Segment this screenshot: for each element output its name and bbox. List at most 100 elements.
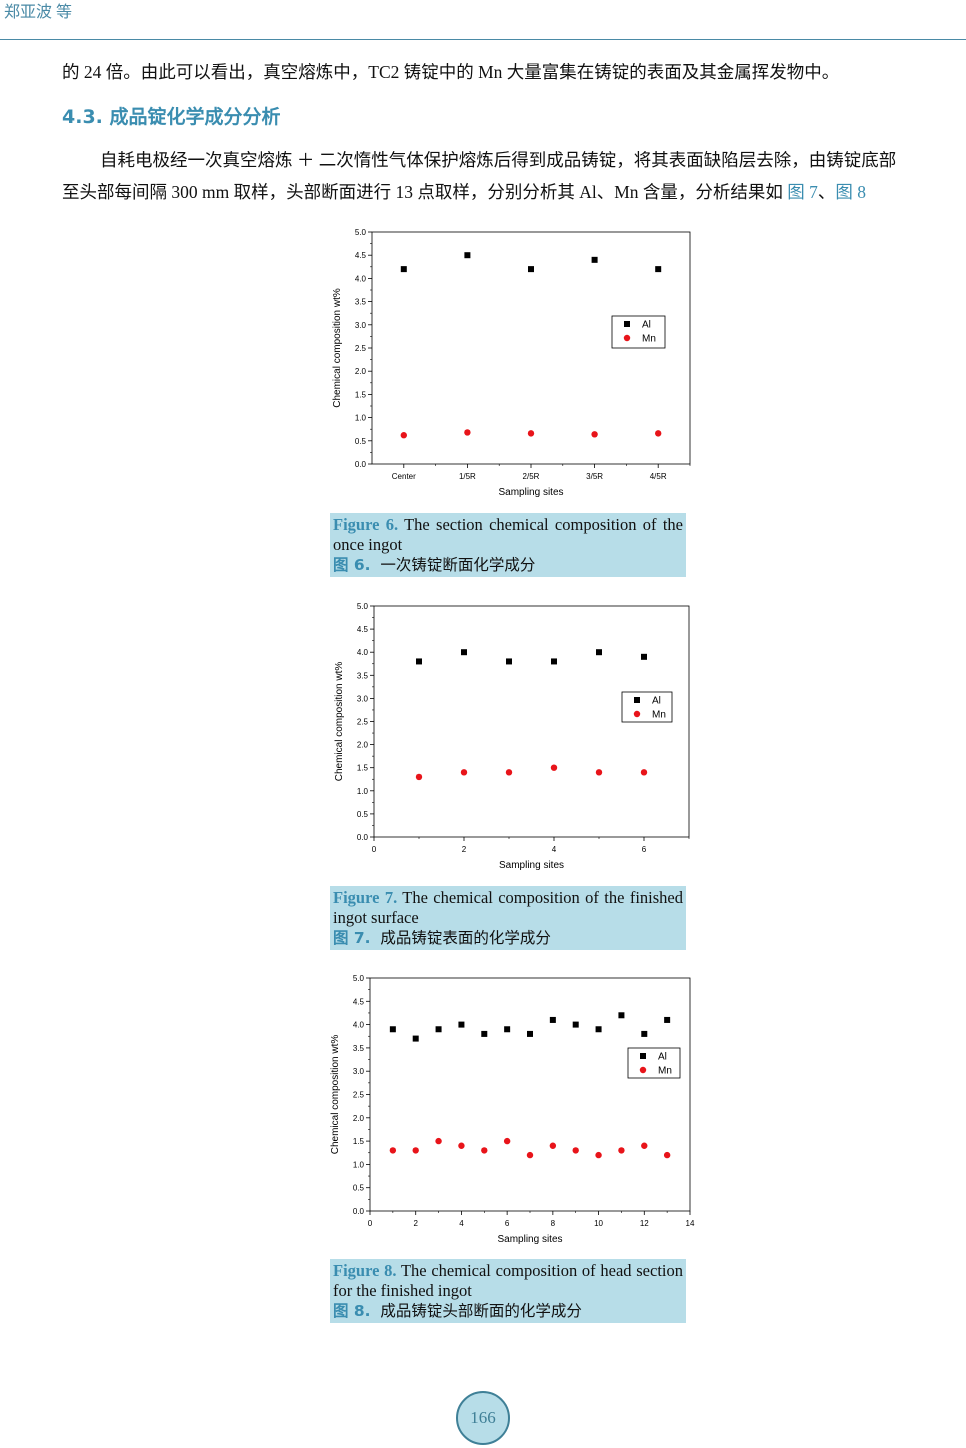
data-point-mn bbox=[595, 769, 603, 776]
y-tick-label: 0.5 bbox=[357, 810, 369, 819]
data-point-mn bbox=[412, 1147, 419, 1154]
data-point-mn bbox=[663, 1151, 671, 1159]
data-point-al bbox=[481, 1030, 488, 1037]
x-tick-label: 2 bbox=[413, 1219, 418, 1228]
figure-8-link[interactable]: 图 8 bbox=[835, 182, 867, 202]
data-point-mn bbox=[595, 1151, 602, 1159]
y-tick-label: 1.5 bbox=[357, 764, 369, 773]
data-point-mn bbox=[458, 1142, 465, 1149]
data-point-al bbox=[572, 1021, 579, 1028]
y-tick-label: 2.5 bbox=[353, 1091, 365, 1100]
data-point-mn bbox=[481, 1147, 488, 1154]
legend-marker-al bbox=[640, 1053, 646, 1059]
y-tick-label: 2.5 bbox=[355, 344, 367, 353]
data-point-al bbox=[618, 1012, 625, 1019]
y-tick-label: 4.0 bbox=[353, 1021, 365, 1030]
data-point-al bbox=[412, 1035, 419, 1042]
data-point-al bbox=[664, 1016, 671, 1023]
legend-marker-mn bbox=[623, 334, 631, 342]
y-tick-label: 1.0 bbox=[355, 414, 367, 423]
caption-label: Figure 8. bbox=[333, 1261, 397, 1280]
x-tick-label: 4/5R bbox=[650, 472, 667, 481]
x-tick-label: 6 bbox=[505, 1219, 510, 1228]
figure-8-caption: Figure 8. The chemical composition of he… bbox=[330, 1259, 686, 1323]
data-point-mn bbox=[655, 430, 662, 437]
caption-en: Figure 8. The chemical composition of he… bbox=[333, 1261, 683, 1301]
legend-label-al: Al bbox=[642, 320, 651, 331]
y-tick-label: 2.5 bbox=[357, 718, 369, 727]
caption-label-zh: 图 8. bbox=[333, 1302, 371, 1320]
caption-zh: 图 8. 成品铸锭头部断面的化学成分 bbox=[333, 1301, 683, 1321]
paragraph-line: 自耗电极经一次真空熔炼 ＋ 二次惰性气体保护熔炼后得到成品铸锭，将其表面缺陷层去… bbox=[100, 150, 897, 170]
caption-text-zh: 一次铸锭断面化学成分 bbox=[370, 556, 536, 574]
x-tick-label: 0 bbox=[368, 1219, 373, 1228]
y-tick-label: 4.0 bbox=[355, 274, 367, 283]
data-point-mn bbox=[549, 1142, 557, 1149]
data-point-al bbox=[549, 1016, 556, 1023]
y-tick-label: 4.5 bbox=[353, 997, 365, 1006]
data-point-al bbox=[506, 658, 512, 665]
figure-6-caption: Figure 6. The section chemical compositi… bbox=[330, 513, 686, 577]
legend-marker-al bbox=[634, 697, 640, 703]
y-tick-label: 5.0 bbox=[357, 602, 369, 611]
data-point-mn bbox=[527, 430, 535, 437]
data-point-mn bbox=[415, 773, 423, 781]
y-tick-label: 3.5 bbox=[357, 671, 369, 680]
x-axis-label: Sampling sites bbox=[497, 1234, 562, 1245]
y-tick-label: 5.0 bbox=[355, 228, 367, 237]
legend-marker-mn bbox=[633, 710, 641, 718]
data-point-al bbox=[464, 252, 471, 259]
page-number: 166 bbox=[456, 1391, 510, 1445]
x-tick-label: 6 bbox=[642, 845, 647, 854]
y-tick-label: 2.0 bbox=[357, 741, 369, 750]
x-tick-label: 8 bbox=[551, 1219, 556, 1228]
y-tick-label: 3.5 bbox=[355, 298, 367, 307]
y-axis-label: Chemical composition wt% bbox=[330, 1035, 341, 1155]
figure-6-chart: 0.0 0.5 1.0 1.5 2.0 2.5 3.0 3.5 4.0 4.5 5.0 Center 1… bbox=[332, 228, 691, 498]
data-point-mn bbox=[640, 769, 648, 776]
legend-label-al: Al bbox=[652, 696, 661, 707]
x-axis-label: Sampling sites bbox=[498, 487, 563, 498]
legend-label-al: Al bbox=[658, 1052, 667, 1063]
y-tick-label: 2.0 bbox=[355, 367, 367, 376]
data-point-al bbox=[389, 1026, 396, 1033]
x-tick-label: 4 bbox=[459, 1219, 464, 1228]
paragraph-text: 至头部每间隔 300 mm 取样，头部断面进行 13 点取样，分别分析其 Al、… bbox=[62, 182, 788, 202]
data-point-al bbox=[641, 653, 647, 660]
y-tick-label: 3.5 bbox=[353, 1044, 365, 1053]
y-tick-label: 0.0 bbox=[355, 460, 367, 469]
x-tick-label: 4 bbox=[552, 845, 557, 854]
data-point-al bbox=[400, 266, 407, 273]
data-point-mn bbox=[464, 429, 471, 436]
x-tick-label: 0 bbox=[372, 845, 377, 854]
caption-label: Figure 6. bbox=[333, 515, 399, 534]
y-tick-label: 1.5 bbox=[353, 1137, 365, 1146]
data-point-mn bbox=[618, 1147, 625, 1154]
y-tick-label: 5.0 bbox=[353, 974, 365, 983]
figure-7-link[interactable]: 图 7 bbox=[787, 182, 818, 202]
data-point-al bbox=[596, 649, 602, 656]
y-tick-label: 4.5 bbox=[357, 625, 369, 634]
y-tick-label: 4.0 bbox=[357, 648, 369, 657]
x-tick-label: 10 bbox=[594, 1219, 603, 1228]
data-point-mn bbox=[526, 1151, 534, 1159]
x-tick-label: 3/5R bbox=[586, 472, 603, 481]
legend-marker-mn bbox=[639, 1066, 647, 1074]
figure-8-chart: 0.0 0.5 1.0 1.5 2.0 2.5 3.0 3.5 4.0 4.5 5.0 0 2 4 6 8 10… bbox=[330, 974, 695, 1245]
figure-7-chart: 0.0 0.5 1.0 1.5 2.0 2.5 3.0 3.5 4.0 4.5 5.0 0 2 4 6 Sam… bbox=[334, 602, 690, 871]
section-title: 4.3. 成品锭化学成分分析 bbox=[62, 106, 281, 128]
data-point-al bbox=[504, 1026, 511, 1033]
legend-box bbox=[611, 315, 666, 349]
y-tick-label: 1.0 bbox=[353, 1160, 365, 1169]
data-point-al bbox=[527, 1030, 533, 1037]
y-tick-label: 2.0 bbox=[353, 1114, 365, 1123]
caption-zh: 图 6. 一次铸锭断面化学成分 bbox=[333, 555, 683, 575]
caption-en: Figure 7. The chemical composition of th… bbox=[333, 888, 683, 928]
y-tick-label: 3.0 bbox=[357, 694, 369, 703]
figure-7-caption: Figure 7. The chemical composition of th… bbox=[330, 886, 686, 950]
caption-label: Figure 7. bbox=[333, 888, 398, 907]
y-tick-label: 0.0 bbox=[357, 833, 369, 842]
legend-label-mn: Mn bbox=[652, 710, 666, 721]
data-point-mn bbox=[503, 1137, 511, 1145]
data-point-al bbox=[641, 1030, 648, 1037]
